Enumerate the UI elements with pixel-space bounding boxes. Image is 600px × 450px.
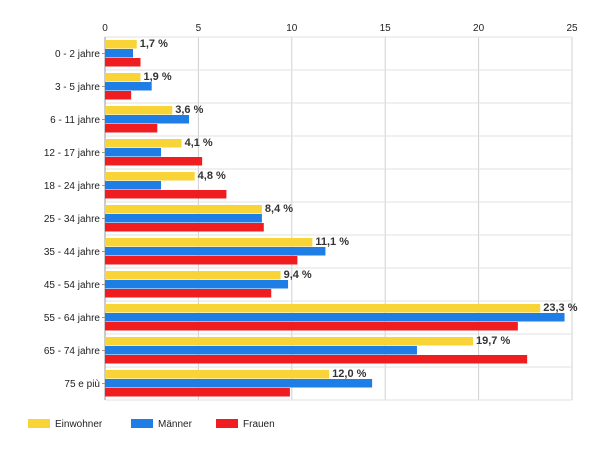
x-tick-label: 15	[380, 23, 392, 34]
category-label: 3 - 5 jahre	[55, 82, 100, 93]
bar-mnner	[105, 313, 565, 322]
bar-mnner	[105, 49, 134, 58]
bar-mnner	[105, 379, 373, 388]
x-tick-label: 20	[473, 23, 485, 34]
bar-mnner	[105, 148, 162, 157]
category-label: 45 - 54 jahre	[44, 280, 101, 291]
data-label: 11,1 %	[315, 236, 349, 248]
bar-einwohner	[105, 271, 281, 280]
bar-frauen	[105, 58, 141, 67]
bar-frauen	[105, 388, 290, 397]
legend-label: Männer	[158, 419, 193, 430]
bar-einwohner	[105, 172, 195, 181]
category-label: 12 - 17 jahre	[44, 148, 101, 159]
bar-mnner	[105, 214, 262, 223]
legend-label: Frauen	[243, 419, 275, 430]
data-label: 1,7 %	[140, 38, 168, 50]
category-label: 18 - 24 jahre	[44, 181, 101, 192]
bar-mnner	[105, 181, 162, 190]
data-label: 23,3 %	[543, 302, 577, 314]
category-label: 65 - 74 jahre	[44, 346, 101, 357]
bar-einwohner	[105, 40, 137, 49]
x-tick-label: 5	[196, 23, 202, 34]
category-label: 55 - 64 jahre	[44, 313, 101, 324]
data-label: 4,8 %	[198, 170, 226, 182]
legend-swatch	[216, 419, 238, 428]
bar-einwohner	[105, 139, 182, 148]
bar-frauen	[105, 355, 528, 364]
bar-einwohner	[105, 205, 262, 214]
bar-frauen	[105, 124, 158, 133]
bar-einwohner	[105, 370, 330, 379]
legend-swatch	[131, 419, 153, 428]
bar-frauen	[105, 289, 272, 298]
bar-frauen	[105, 157, 203, 166]
legend-label: Einwohner	[55, 419, 103, 430]
x-tick-label: 10	[286, 23, 298, 34]
bar-frauen	[105, 256, 298, 265]
bar-mnner	[105, 115, 190, 124]
data-label: 8,4 %	[265, 203, 293, 215]
x-tick-label: 25	[566, 23, 578, 34]
category-label: 6 - 11 jahre	[50, 115, 100, 126]
bar-frauen	[105, 190, 227, 199]
data-label: 3,6 %	[175, 104, 203, 116]
bar-frauen	[105, 322, 518, 331]
bar-mnner	[105, 82, 152, 91]
bar-frauen	[105, 223, 264, 232]
category-label: 0 - 2 jahre	[55, 49, 100, 60]
data-label: 1,9 %	[143, 71, 171, 83]
x-tick-label: 0	[102, 23, 108, 34]
category-label: 75 e più	[64, 379, 100, 390]
bar-mnner	[105, 280, 289, 289]
bar-einwohner	[105, 304, 541, 313]
data-label: 4,1 %	[185, 137, 213, 149]
data-label: 9,4 %	[284, 269, 312, 281]
bar-mnner	[105, 247, 326, 256]
bar-einwohner	[105, 106, 173, 115]
bar-einwohner	[105, 337, 473, 346]
bar-einwohner	[105, 73, 141, 82]
bar-mnner	[105, 346, 417, 355]
data-label: 12,0 %	[332, 368, 366, 380]
legend-swatch	[28, 419, 50, 428]
bar-frauen	[105, 91, 132, 100]
category-label: 25 - 34 jahre	[44, 214, 101, 225]
data-label: 19,7 %	[476, 335, 510, 347]
bar-einwohner	[105, 238, 313, 247]
category-label: 35 - 44 jahre	[44, 247, 101, 258]
